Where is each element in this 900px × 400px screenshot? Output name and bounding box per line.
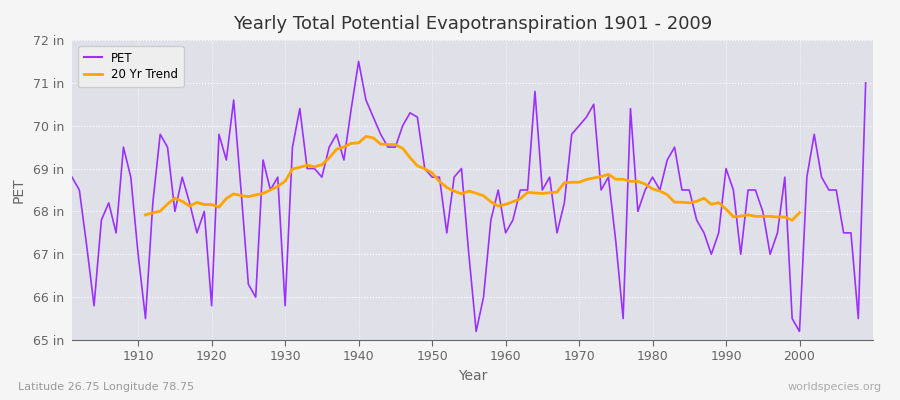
Text: Latitude 26.75 Longitude 78.75: Latitude 26.75 Longitude 78.75 (18, 382, 194, 392)
Text: worldspecies.org: worldspecies.org (788, 382, 882, 392)
X-axis label: Year: Year (458, 369, 487, 383)
Legend: PET, 20 Yr Trend: PET, 20 Yr Trend (78, 46, 184, 87)
Y-axis label: PET: PET (12, 177, 26, 203)
Title: Yearly Total Potential Evapotranspiration 1901 - 2009: Yearly Total Potential Evapotranspiratio… (233, 15, 712, 33)
